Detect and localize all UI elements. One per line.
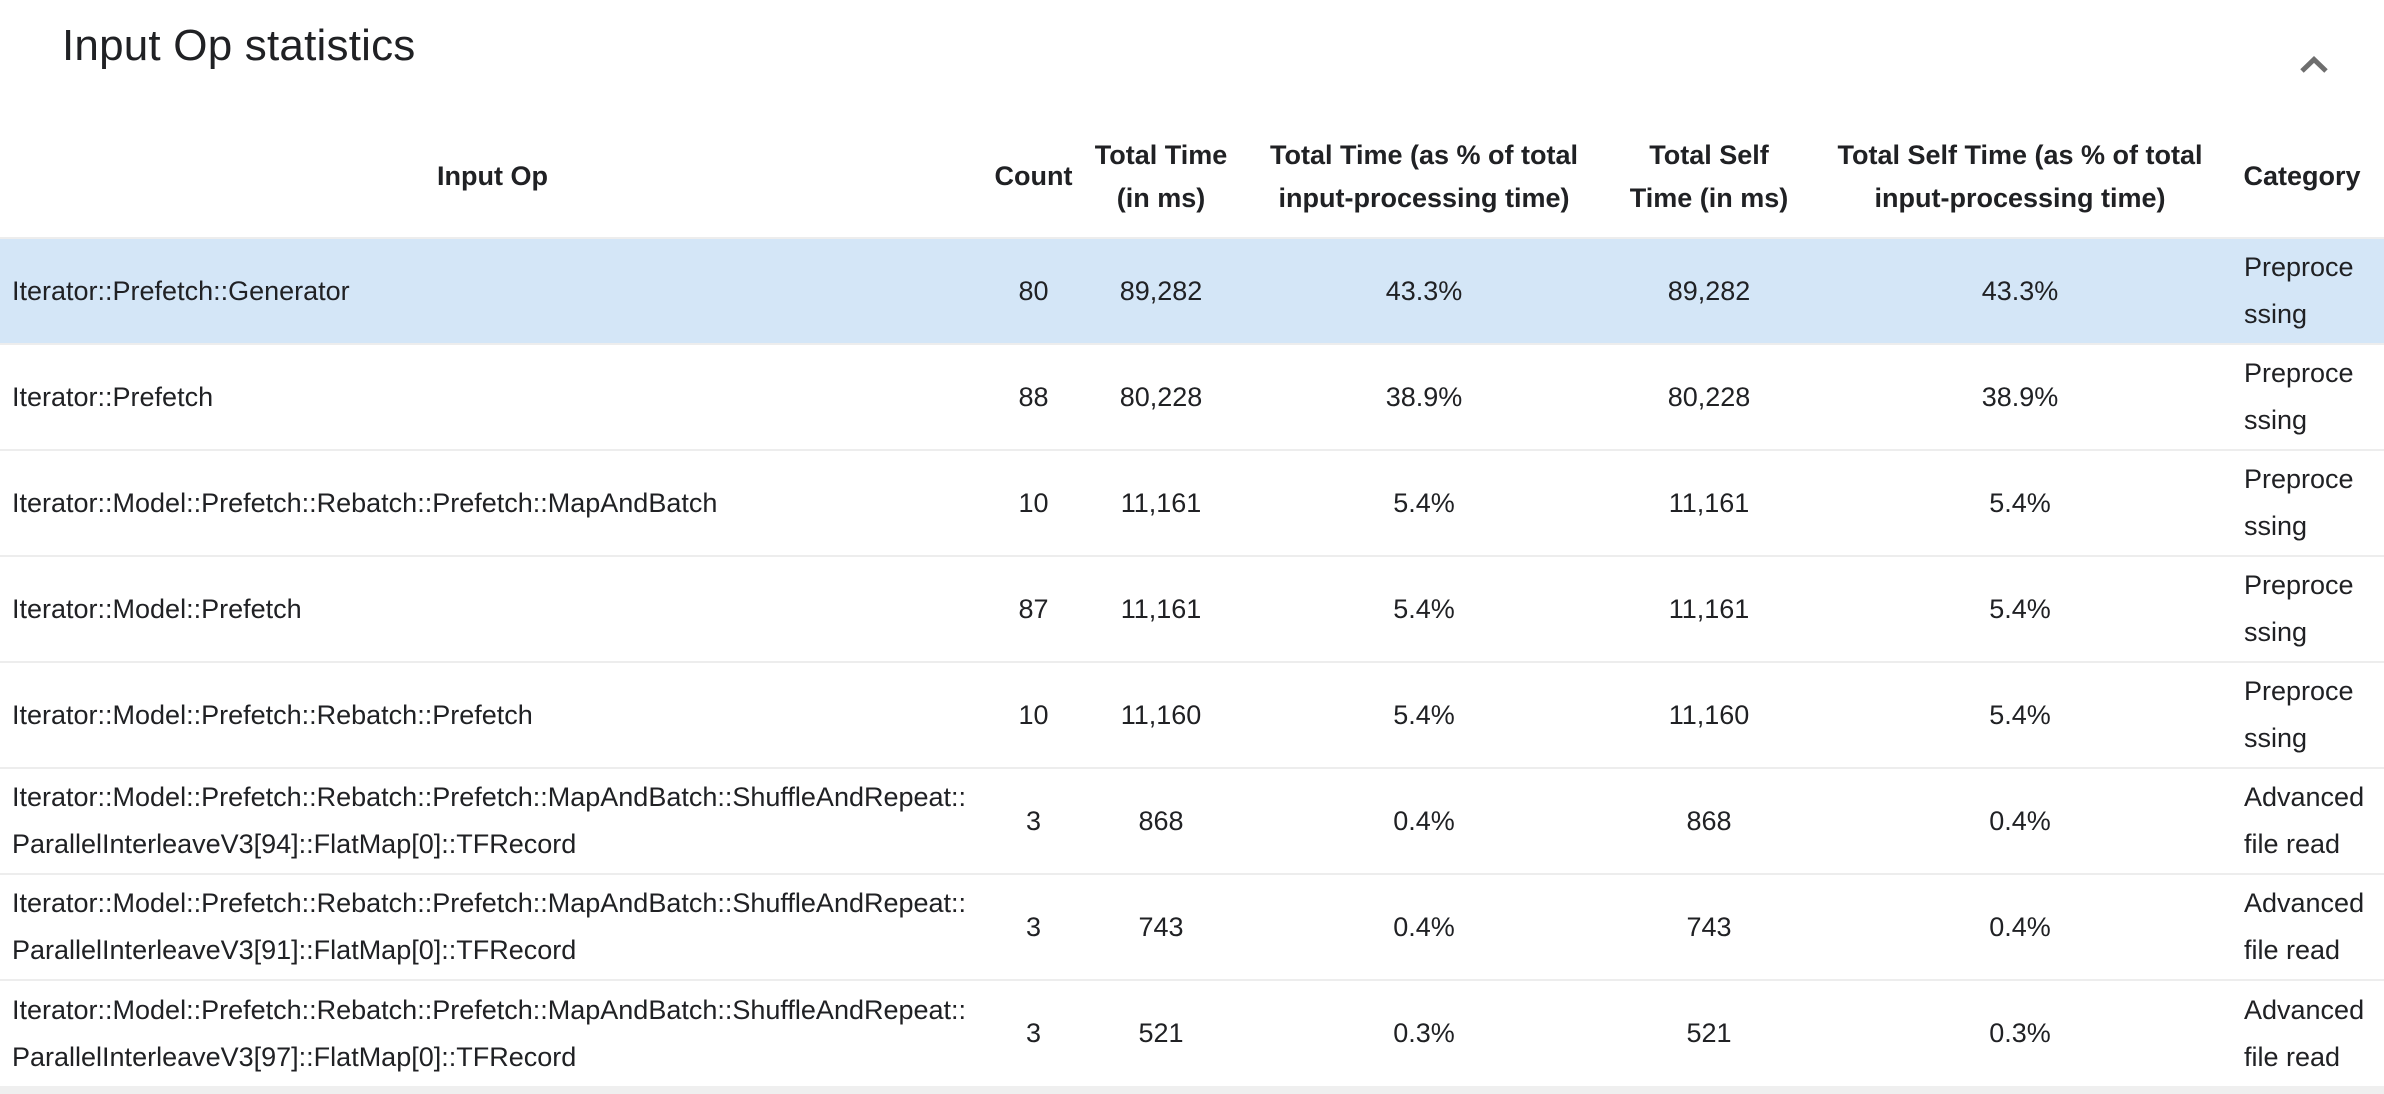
- cell-total-time-pct: 5.4%: [1240, 661, 1608, 768]
- cell-count: 3: [985, 873, 1082, 980]
- cell-total-time: 521: [1082, 979, 1240, 1086]
- cell-category: Preprocessing: [2230, 555, 2384, 662]
- cell-total-self-time: 868: [1608, 767, 1810, 874]
- cell-total-time-pct: 5.4%: [1240, 555, 1608, 662]
- cell-total-time-pct: 0.4%: [1240, 767, 1608, 874]
- header-total-self-time: Total Self Time (in ms): [1629, 139, 1789, 213]
- cell-total-self-time-pct: 0.3%: [1810, 979, 2230, 1086]
- cell-total-self-time: 743: [1608, 873, 1810, 980]
- cell-count: 3: [985, 767, 1082, 874]
- cell-input-op: Iterator::Model::Prefetch::Rebatch::Pref…: [0, 449, 985, 556]
- input-op-stats-table: Input Op Count Total Time (in ms) Total …: [0, 86, 2384, 1086]
- table-row[interactable]: Iterator::Model::Prefetch::Rebatch::Pref…: [0, 873, 2384, 980]
- cell-total-self-time-pct: 5.4%: [1810, 555, 2230, 662]
- table-header: Input Op Count Total Time (in ms) Total …: [0, 86, 2384, 238]
- cell-total-self-time: 11,160: [1608, 661, 1810, 768]
- header-total-time-pct: Total Time (as % of total input-processi…: [1269, 139, 1579, 213]
- header-input-op: Input Op: [437, 161, 548, 191]
- cell-count: 3: [985, 979, 1082, 1086]
- header-category: Category: [2243, 161, 2361, 191]
- cell-total-time-pct: 43.3%: [1240, 237, 1608, 344]
- cell-input-op: Iterator::Prefetch: [0, 343, 985, 450]
- header-total-time: Total Time (in ms): [1094, 139, 1228, 213]
- cell-total-self-time-pct: 0.4%: [1810, 873, 2230, 980]
- table-header-row: Input Op Count Total Time (in ms) Total …: [0, 86, 2384, 238]
- cell-total-time-pct: 38.9%: [1240, 343, 1608, 450]
- cell-total-time-pct: 0.4%: [1240, 873, 1608, 980]
- cell-count: 87: [985, 555, 1082, 662]
- cell-total-time-pct: 5.4%: [1240, 449, 1608, 556]
- cell-category: Advanced file read: [2230, 873, 2384, 980]
- table-row[interactable]: Iterator::Prefetch 88 80,228 38.9% 80,22…: [0, 343, 2384, 450]
- collapse-panel-button[interactable]: [2292, 48, 2336, 84]
- cell-category: Preprocessing: [2230, 449, 2384, 556]
- cell-count: 88: [985, 343, 1082, 450]
- cell-total-time: 89,282: [1082, 237, 1240, 344]
- cell-total-time: 11,160: [1082, 661, 1240, 768]
- next-row-edge-strip: [0, 1086, 2384, 1094]
- panel-title: Input Op statistics: [62, 21, 416, 70]
- table-row[interactable]: Iterator::Model::Prefetch::Rebatch::Pref…: [0, 767, 2384, 874]
- cell-total-time-pct: 0.3%: [1240, 979, 1608, 1086]
- cell-total-self-time: 80,228: [1608, 343, 1810, 450]
- cell-total-self-time: 521: [1608, 979, 1810, 1086]
- cell-category: Preprocessing: [2230, 343, 2384, 450]
- cell-total-time: 11,161: [1082, 555, 1240, 662]
- table-row[interactable]: Iterator::Model::Prefetch::Rebatch::Pref…: [0, 661, 2384, 768]
- cell-total-self-time-pct: 5.4%: [1810, 449, 2230, 556]
- cell-total-self-time-pct: 43.3%: [1810, 237, 2230, 344]
- table-row[interactable]: Iterator::Model::Prefetch 87 11,161 5.4%…: [0, 555, 2384, 662]
- table-row[interactable]: Iterator::Prefetch::Generator 80 89,282 …: [0, 237, 2384, 344]
- panel-header: Input Op statistics: [0, 0, 2384, 86]
- header-total-self-time-pct: Total Self Time (as % of total input-pro…: [1837, 139, 2203, 213]
- cell-category: Advanced file read: [2230, 979, 2384, 1086]
- chevron-up-icon: [2298, 55, 2330, 78]
- cell-input-op: Iterator::Model::Prefetch: [0, 555, 985, 662]
- cell-input-op: Iterator::Model::Prefetch::Rebatch::Pref…: [0, 661, 985, 768]
- cell-total-self-time-pct: 38.9%: [1810, 343, 2230, 450]
- table-body: Iterator::Prefetch::Generator 80 89,282 …: [0, 237, 2384, 1086]
- cell-input-op: Iterator::Model::Prefetch::Rebatch::Pref…: [0, 979, 985, 1086]
- cell-total-time: 743: [1082, 873, 1240, 980]
- cell-count: 10: [985, 661, 1082, 768]
- cell-input-op: Iterator::Model::Prefetch::Rebatch::Pref…: [0, 767, 985, 874]
- cell-total-time: 11,161: [1082, 449, 1240, 556]
- cell-total-self-time: 11,161: [1608, 555, 1810, 662]
- cell-category: Preprocessing: [2230, 237, 2384, 344]
- cell-count: 10: [985, 449, 1082, 556]
- cell-total-self-time: 11,161: [1608, 449, 1810, 556]
- cell-category: Preprocessing: [2230, 661, 2384, 768]
- cell-total-time: 868: [1082, 767, 1240, 874]
- cell-category: Advanced file read: [2230, 767, 2384, 874]
- cell-input-op: Iterator::Prefetch::Generator: [0, 237, 985, 344]
- cell-count: 80: [985, 237, 1082, 344]
- cell-input-op: Iterator::Model::Prefetch::Rebatch::Pref…: [0, 873, 985, 980]
- cell-total-self-time: 89,282: [1608, 237, 1810, 344]
- table-row[interactable]: Iterator::Model::Prefetch::Rebatch::Pref…: [0, 449, 2384, 556]
- cell-total-self-time-pct: 5.4%: [1810, 661, 2230, 768]
- header-count: Count: [994, 161, 1073, 191]
- cell-total-time: 80,228: [1082, 343, 1240, 450]
- cell-total-self-time-pct: 0.4%: [1810, 767, 2230, 874]
- table-row[interactable]: Iterator::Model::Prefetch::Rebatch::Pref…: [0, 979, 2384, 1086]
